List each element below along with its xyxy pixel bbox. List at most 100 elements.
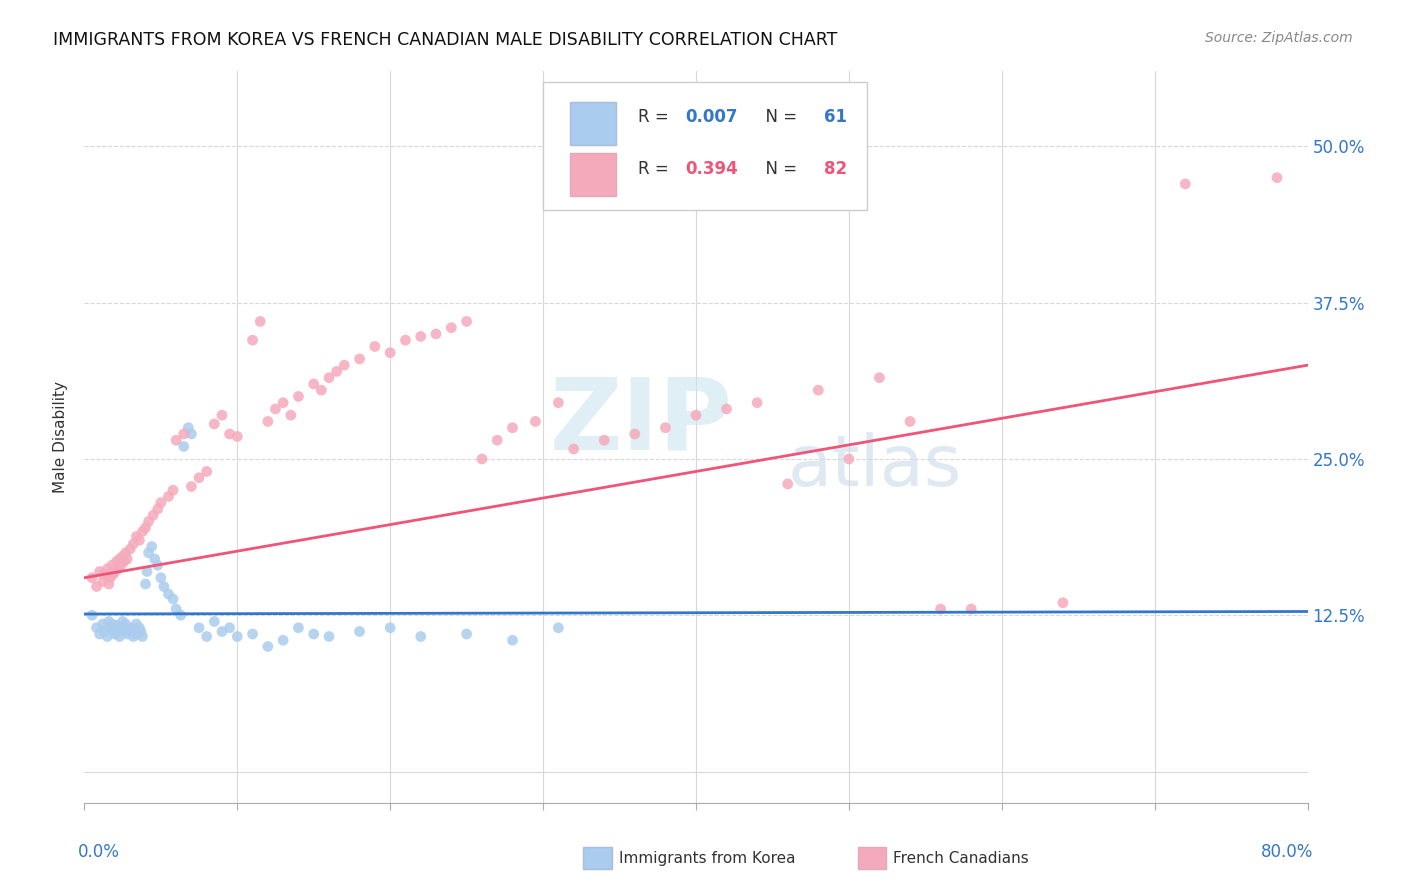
Point [96,562,118,576]
Point [211,408,233,422]
Text: Source: ZipAtlas.com: Source: ZipAtlas.com [1205,31,1353,45]
Point [105,554,128,568]
Point [114,546,136,560]
Point [1265,170,1288,185]
Point [127,627,149,641]
Point [86,580,108,594]
Point [97,577,120,591]
Point [486,434,509,448]
Point [333,358,356,372]
Point [129,624,152,639]
Point [107,562,129,576]
Point [108,630,131,644]
Point [524,414,547,428]
Point [103,624,125,638]
Point [157,587,180,601]
Point [162,592,184,607]
Point [96,630,118,644]
Point [380,621,402,635]
Point [125,529,148,543]
Text: IMMIGRANTS FROM KOREA VS FRENCH CANADIAN MALE DISABILITY CORRELATION CHART: IMMIGRANTS FROM KOREA VS FRENCH CANADIAN… [53,31,838,49]
Point [114,617,136,632]
Point [104,565,127,579]
Point [104,627,127,641]
Point [211,624,233,639]
Text: ZIP: ZIP [550,374,733,471]
Point [98,571,121,585]
Point [440,320,463,334]
Point [593,434,616,448]
Point [103,566,125,581]
Point [280,408,302,422]
Point [91,574,114,589]
Point [318,370,340,384]
Point [80,571,103,585]
Text: Immigrants from Korea: Immigrants from Korea [619,851,796,865]
Point [456,314,478,328]
Point [242,333,264,347]
Text: French Canadians: French Canadians [893,851,1029,865]
Point [107,624,129,639]
Point [153,580,176,594]
Point [242,627,264,641]
Text: atlas: atlas [787,432,962,500]
Point [131,524,153,539]
FancyBboxPatch shape [543,82,868,211]
Point [747,395,769,409]
Point [135,521,157,535]
Text: 80.0%: 80.0% [1261,843,1313,861]
Text: 61: 61 [824,109,848,127]
Point [146,558,169,573]
Point [547,395,569,409]
Point [195,630,218,644]
Point [121,621,143,635]
Point [157,490,180,504]
Text: R =: R = [638,160,675,178]
Point [110,558,132,573]
Point [562,442,585,456]
Point [180,426,202,441]
Point [112,624,135,638]
Point [188,621,211,635]
Point [547,621,569,635]
Point [108,552,131,566]
Point [173,426,195,441]
Point [409,329,432,343]
Text: N =: N = [755,109,801,127]
Point [111,549,134,564]
Point [128,533,150,548]
Point [929,602,952,616]
Point [264,401,287,416]
Point [409,630,432,644]
Point [91,617,114,632]
Point [226,630,249,644]
Point [302,376,325,391]
Point [202,615,225,629]
Point [364,339,387,353]
Point [1052,596,1074,610]
Point [142,508,165,523]
Point [380,345,402,359]
Point [93,624,115,639]
Point [807,383,830,397]
Point [349,624,371,639]
Point [960,602,983,616]
Text: 0.394: 0.394 [685,160,738,178]
Point [173,440,195,454]
Point [271,633,294,648]
Point [149,571,172,585]
Text: 82: 82 [824,160,848,178]
Point [165,602,187,616]
Point [165,434,187,448]
Point [122,630,145,644]
Point [502,420,524,434]
Point [115,552,138,566]
FancyBboxPatch shape [569,153,616,195]
Text: R =: R = [638,109,675,127]
Point [141,540,163,554]
Point [136,565,159,579]
Point [869,370,891,384]
Point [311,383,333,397]
Point [287,389,309,403]
Text: 0.0%: 0.0% [79,843,120,861]
